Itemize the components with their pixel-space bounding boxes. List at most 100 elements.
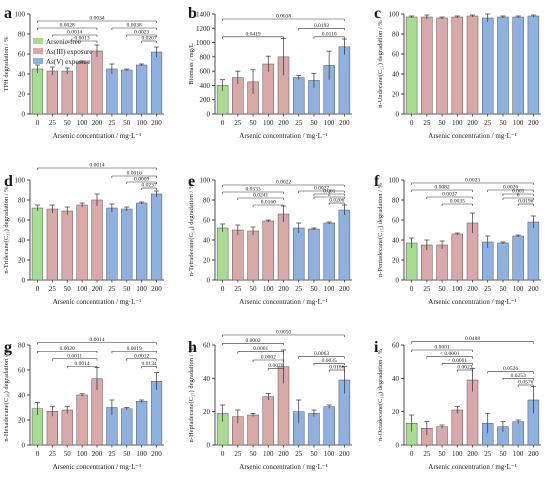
x-tick-label: 0 — [221, 119, 225, 127]
significance-p-value: 0.0134 — [142, 361, 157, 367]
x-axis-label: Arsenic concentration / mg·L⁻¹ — [53, 463, 141, 471]
bar — [121, 408, 133, 446]
x-tick-label: 0 — [36, 119, 40, 127]
bar — [121, 69, 133, 115]
legend-swatch — [33, 38, 43, 44]
y-tick-label: 80 — [18, 31, 26, 39]
significance-p-value: 0.0035 — [322, 358, 337, 364]
significance-p-value: 0.0526 — [503, 366, 518, 372]
x-tick-label: 200 — [528, 450, 539, 458]
significance-p-value: 0.0011 — [67, 353, 82, 359]
x-tick-label: 25 — [234, 450, 242, 458]
panel-letter: g — [4, 339, 12, 356]
x-tick-label: 200 — [92, 285, 103, 293]
legend-swatch — [33, 48, 43, 54]
bar — [323, 222, 335, 281]
y-tick-label: 60 — [392, 217, 400, 225]
y-tick-label: 80 — [18, 342, 26, 350]
x-tick-label: 100 — [263, 119, 274, 127]
x-tick-label: 200 — [92, 119, 103, 127]
bar — [262, 396, 275, 446]
x-tick-label: 25 — [49, 285, 57, 293]
x-tick-label: 25 — [234, 285, 242, 293]
chart-panel-g: g 0 20 40 60 80 n-Hexadecane(C₁₆) degradation … — [3, 337, 164, 471]
x-tick-label: 100 — [452, 285, 463, 293]
bar — [338, 209, 351, 281]
significance-p-value: 6 — [517, 193, 520, 199]
x-tick-label: 100 — [136, 450, 147, 458]
bar — [512, 235, 524, 281]
x-tick-label: 200 — [339, 285, 350, 293]
x-tick-label: 100 — [136, 285, 147, 293]
x-tick-label: 100 — [513, 285, 524, 293]
significance-p-value: 0.0241 — [253, 193, 268, 199]
y-tick-label: 0 — [396, 442, 400, 450]
y-tick-label: 600 — [200, 68, 211, 76]
x-tick-label: 0 — [410, 119, 414, 127]
y-tick-label: 100 — [389, 11, 400, 19]
x-tick-label: 25 — [295, 450, 303, 458]
bar — [247, 230, 259, 281]
x-tick-label: 100 — [324, 119, 335, 127]
significance-p-value: 0.0196 — [518, 199, 533, 205]
x-tick-label: 100 — [77, 285, 88, 293]
y-tick-label: 0 — [207, 277, 211, 285]
significance-p-value: 0.0002 — [245, 338, 260, 344]
significance-p-value: 0.0022 — [276, 180, 291, 186]
y-tick-label: 100 — [15, 11, 26, 19]
y-tick-label: 20 — [18, 417, 26, 425]
y-tick-label: 20 — [18, 91, 26, 99]
significance-p-value: 0.0038 — [127, 23, 142, 29]
x-tick-label: 25 — [295, 285, 303, 293]
x-tick-label: 50 — [499, 119, 507, 127]
significance-p-value: 0.0533 — [245, 187, 260, 193]
x-tick-label: 200 — [467, 450, 478, 458]
y-tick-label: 800 — [200, 53, 211, 61]
y-tick-label: 0 — [396, 111, 400, 119]
x-tick-label: 50 — [439, 119, 447, 127]
chart-panel-c: c 0 20 40 60 80 100 n-Undecane(C₁₁) degradation… — [374, 5, 541, 140]
significance-p-value: 0.0038 — [276, 14, 291, 20]
x-tick-label: 25 — [484, 450, 492, 458]
y-tick-label: 60 — [18, 217, 26, 225]
significance-p-value: 0.0192 — [314, 23, 329, 29]
y-tick-label: 40 — [392, 237, 400, 245]
significance-p-value: 0.0014 — [67, 30, 82, 36]
bar — [436, 244, 448, 281]
chart-panel-d: d 0 20 40 60 80 100 n-Tridecane(C₁₃) degradatio… — [3, 163, 164, 306]
x-tick-label: 200 — [528, 285, 539, 293]
significance-p-value: 0.0206 — [329, 198, 344, 204]
significance-p-value: 0.0014 — [89, 163, 104, 169]
x-tick-label: 100 — [136, 119, 147, 127]
x-tick-label: 100 — [77, 450, 88, 458]
y-tick-label: 60 — [392, 342, 400, 350]
x-tick-label: 50 — [250, 119, 258, 127]
significance-p-value: 0.0020 — [60, 346, 75, 352]
y-tick-label: 20 — [392, 257, 400, 265]
x-tick-label: 200 — [278, 119, 289, 127]
significance-p-value: 0.0488 — [465, 336, 480, 342]
significance-p-value: 0.0576 — [518, 380, 533, 386]
bar — [466, 15, 479, 115]
bar — [481, 17, 494, 115]
x-tick-label: 25 — [484, 119, 492, 127]
bar — [150, 51, 163, 115]
x-tick-label: 100 — [452, 450, 463, 458]
y-tick-label: 100 — [200, 177, 211, 185]
chart-panel-h: h 0 20 40 60 n-Heptadecane(C₁₇) degradation /… — [188, 330, 352, 471]
significance-p-value: 0.0002 — [261, 355, 276, 361]
x-tick-label: 25 — [295, 119, 303, 127]
y-tick-label: 0 — [22, 442, 26, 450]
bar — [76, 61, 88, 115]
x-tick-label: 50 — [250, 285, 258, 293]
significance-p-value: 0.0034 — [89, 16, 104, 22]
x-tick-label: 100 — [263, 285, 274, 293]
y-tick-label: 80 — [392, 31, 400, 39]
bar — [405, 242, 418, 281]
bar — [451, 16, 464, 115]
bar — [308, 413, 320, 446]
x-tick-label: 100 — [324, 285, 335, 293]
bar — [277, 213, 290, 281]
